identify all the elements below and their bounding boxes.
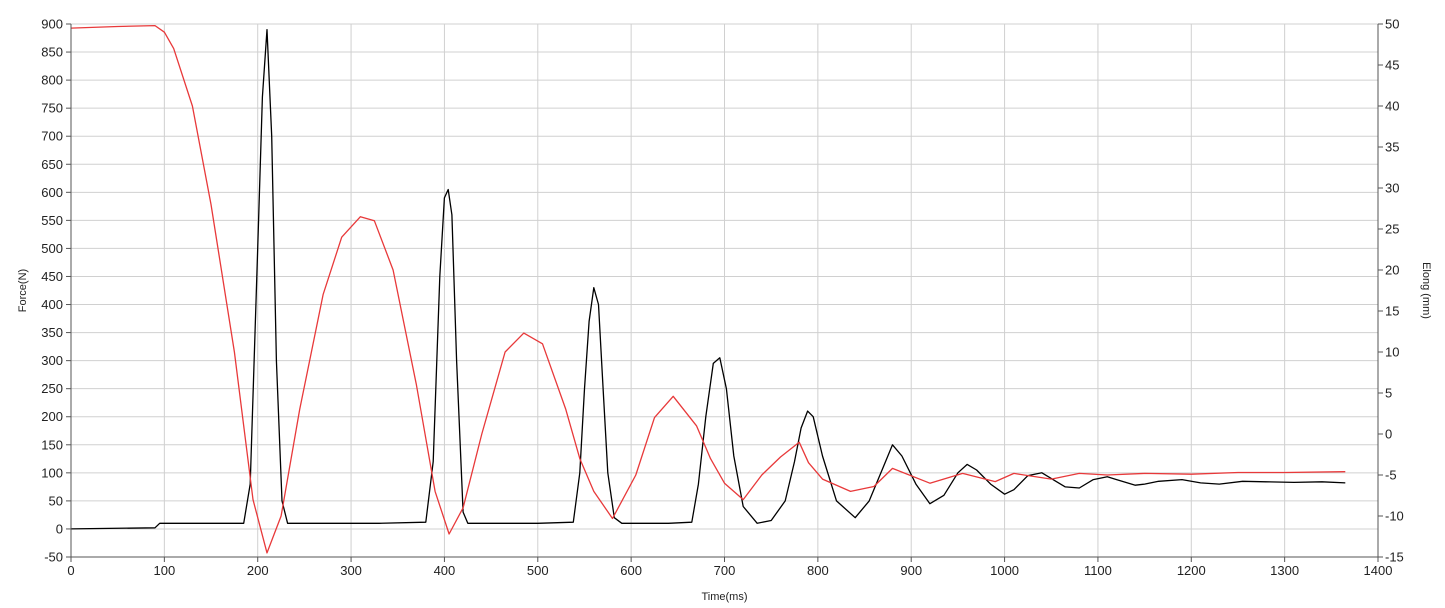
x-tick-label: 900 [900,563,922,578]
x-tick-label: 500 [527,563,549,578]
y-tick-label: 200 [41,409,63,424]
y-tick-label: 600 [41,185,63,200]
y-tick-label: 800 [41,73,63,88]
y2-tick-label: 30 [1385,181,1399,196]
elongation-series-line [70,24,1346,554]
y-tick-label: 300 [41,353,63,368]
y-tick-label: 250 [41,381,63,396]
y2-tick-label: 25 [1385,222,1399,237]
y2-tick-label: 0 [1385,427,1392,442]
x-axis-title: Time(ms) [701,591,747,603]
y-tick-label: 550 [41,213,63,228]
y2-tick-label: 40 [1385,99,1399,114]
x-tick-label: 700 [714,563,736,578]
y-tick-label: 350 [41,325,63,340]
force-series-line [70,28,1346,530]
y2-axis-title: Elong (mm) [1420,262,1432,319]
y-tick-label: 0 [56,521,63,536]
x-tick-label: 0 [67,563,74,578]
x-tick-label: 1200 [1177,563,1206,578]
y-tick-label: 400 [41,297,63,312]
y2-tick-label: 5 [1385,386,1392,401]
x-tick-label: 300 [340,563,362,578]
x-tick-label: 1300 [1270,563,1299,578]
x-tick-label: 200 [247,563,269,578]
y-tick-label: 50 [49,493,63,508]
y-tick-label: 100 [41,465,63,480]
y-tick-label: 750 [41,101,63,116]
y-tick-label: 450 [41,269,63,284]
x-tick-label: 600 [620,563,642,578]
y2-tick-label: 45 [1385,58,1399,73]
x-tick-label: 100 [154,563,176,578]
x-tick-label: 400 [434,563,456,578]
y-tick-label: 850 [41,45,63,60]
y-tick-label: 500 [41,241,63,256]
y-tick-label: -50 [44,550,63,565]
x-tick-label: 1400 [1364,563,1393,578]
y2-tick-label: 10 [1385,345,1399,360]
y2-tick-label: -15 [1385,550,1404,565]
x-tick-label: 1000 [990,563,1019,578]
y-axis-title: Force(N) [17,269,29,312]
y-tick-label: 700 [41,129,63,144]
y2-tick-label: 50 [1385,17,1399,32]
y-tick-label: 150 [41,437,63,452]
y2-tick-label: -5 [1385,468,1397,483]
y-tick-label: 650 [41,157,63,172]
y2-tick-label: 15 [1385,304,1399,319]
y-tick-label: 900 [41,17,63,32]
y2-tick-label: -10 [1385,509,1404,524]
y2-tick-label: 20 [1385,263,1399,278]
y2-tick-label: 35 [1385,140,1399,155]
x-tick-label: 1100 [1084,563,1112,578]
x-tick-label: 800 [807,563,829,578]
